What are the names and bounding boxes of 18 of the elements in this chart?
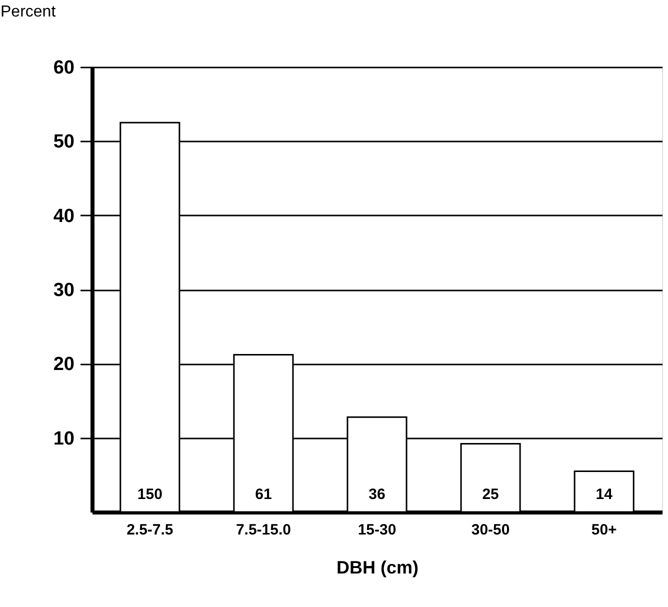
x-tick-label: 7.5-15.0: [236, 522, 291, 538]
x-axis-title: DBH (cm): [336, 558, 419, 578]
y-tick-label: 40: [53, 206, 74, 227]
y-tick-label: 10: [53, 428, 74, 450]
x-tick-label: 2.5-7.5: [126, 522, 174, 538]
x-tick-label: 50+: [591, 522, 618, 538]
annotation: 61: [255, 486, 272, 503]
annotation: 36: [368, 486, 386, 503]
y-tick-label: 30: [53, 280, 74, 301]
annotation: 150: [137, 486, 162, 503]
y-tick-label: 20: [53, 354, 74, 376]
y-tick-label: 50: [53, 132, 74, 153]
x-tick-label: 15-30: [358, 522, 396, 538]
annotation: 25: [482, 486, 499, 503]
y-tick-label: 60: [53, 58, 74, 78]
annotation: 14: [596, 486, 614, 503]
x-tick-label: 30-50: [471, 522, 510, 538]
y-axis-title: Percent: [0, 4, 56, 20]
